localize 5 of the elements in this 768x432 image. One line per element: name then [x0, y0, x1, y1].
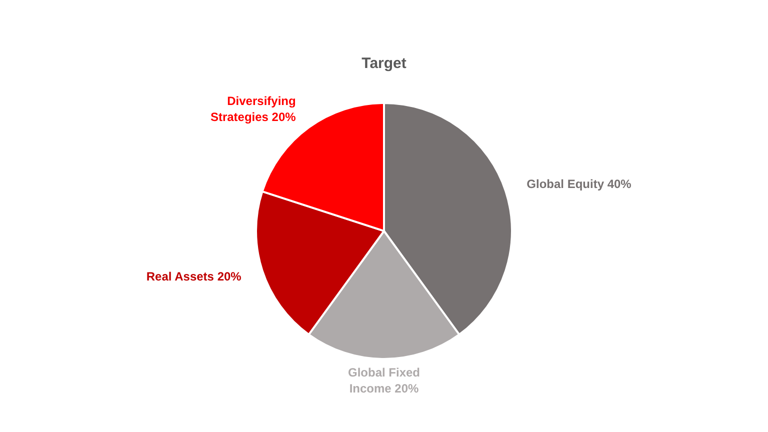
slice-label: Global Fixed Income 20% [348, 365, 420, 396]
slice-label: Diversifying Strategies 20% [210, 94, 296, 124]
chart-title: Target [362, 55, 406, 72]
slice-label: Real Assets 20% [146, 270, 242, 284]
slice-label: Global Equity 40% [526, 176, 632, 191]
